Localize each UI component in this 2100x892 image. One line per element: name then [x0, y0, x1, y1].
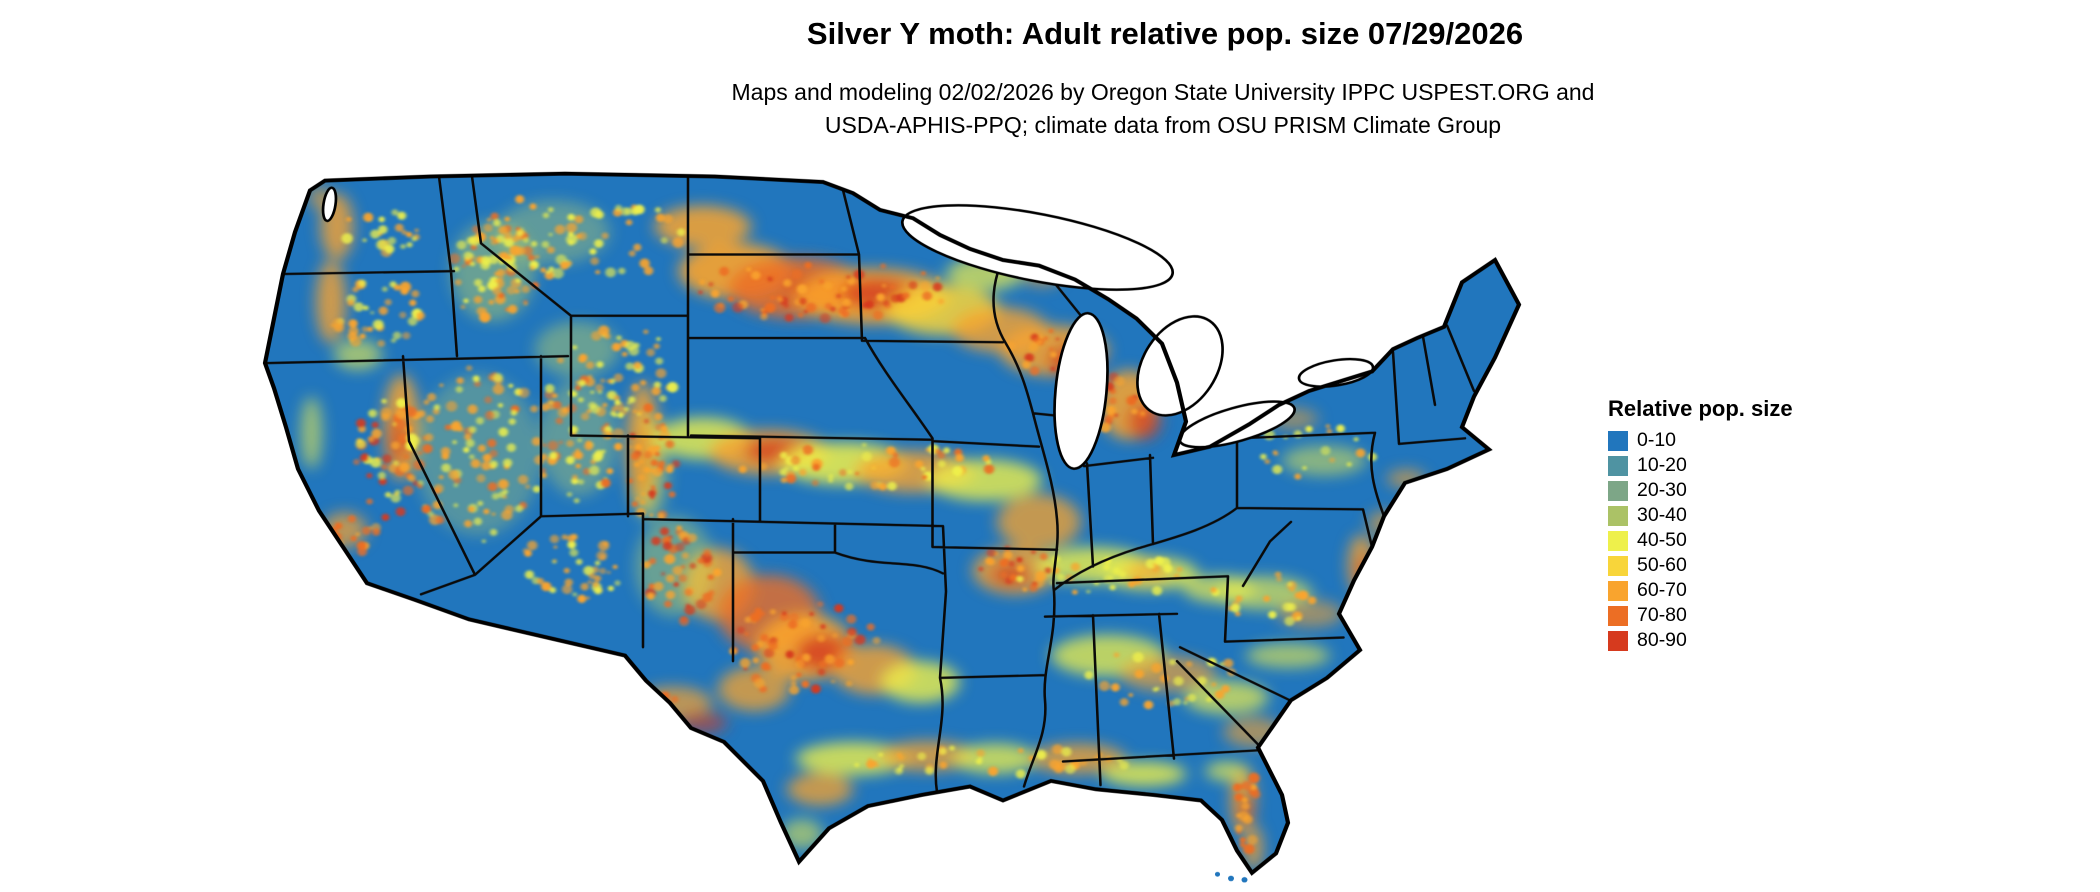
lake-ontario [1297, 357, 1375, 388]
lake-michigan [1053, 311, 1109, 470]
subtitle-line-1: Maps and modeling 02/02/2026 by Oregon S… [731, 79, 1595, 105]
legend-swatch [1608, 480, 1628, 501]
legend-item: 30-40 [1608, 505, 1868, 526]
legend-label: 80-90 [1637, 629, 1687, 651]
figure-title: Silver Y moth: Adult relative pop. size … [806, 16, 1524, 51]
map-legend: Relative pop. size 0-10 10-20 20-30 30-40 40… [1608, 396, 1868, 655]
legend-swatch [1608, 430, 1628, 451]
legend-label: 10-20 [1637, 454, 1687, 476]
legend-label: 20-30 [1637, 479, 1687, 501]
legend-swatch [1608, 555, 1628, 576]
legend-swatch [1608, 605, 1628, 626]
legend-item: 20-30 [1608, 480, 1868, 501]
us-map [175, 104, 1675, 884]
figure-subtitle: Maps and modeling 02/02/2026 by Oregon S… [732, 76, 1595, 143]
puget-sound [321, 186, 338, 223]
legend-label: 30-40 [1637, 504, 1687, 526]
lake-superior [900, 204, 1175, 291]
legend-item: 10-20 [1608, 455, 1868, 476]
legend-item: 40-50 [1608, 530, 1868, 551]
legend-swatch [1608, 455, 1628, 476]
legend-label: 60-70 [1637, 579, 1687, 601]
great-lakes [321, 186, 1375, 470]
legend-item: 80-90 [1608, 630, 1868, 651]
subtitle-line-2: USDA-APHIS-PPQ; climate data from OSU PR… [824, 112, 1502, 139]
legend-item: 50-60 [1608, 555, 1868, 576]
us-heatmap-svg [175, 104, 1675, 883]
legend-swatch [1608, 580, 1628, 601]
legend-label: 40-50 [1637, 529, 1687, 551]
state-borders [265, 175, 1476, 794]
legend-swatch [1608, 630, 1628, 651]
legend-item: 60-70 [1608, 580, 1868, 601]
legend-item: 0-10 [1608, 430, 1868, 451]
legend-item: 70-80 [1608, 605, 1868, 626]
florida-keys [1214, 871, 1248, 883]
legend-label: 70-80 [1637, 604, 1687, 626]
legend-label: 50-60 [1637, 554, 1687, 576]
legend-rows: 0-10 10-20 20-30 30-40 40-50 50-60 60-70 70-80 8… [1608, 430, 1868, 651]
legend-swatch [1608, 505, 1628, 526]
legend-swatch [1608, 530, 1628, 551]
legend-label: 0-10 [1637, 429, 1677, 451]
legend-title: Relative pop. size [1608, 396, 1793, 421]
